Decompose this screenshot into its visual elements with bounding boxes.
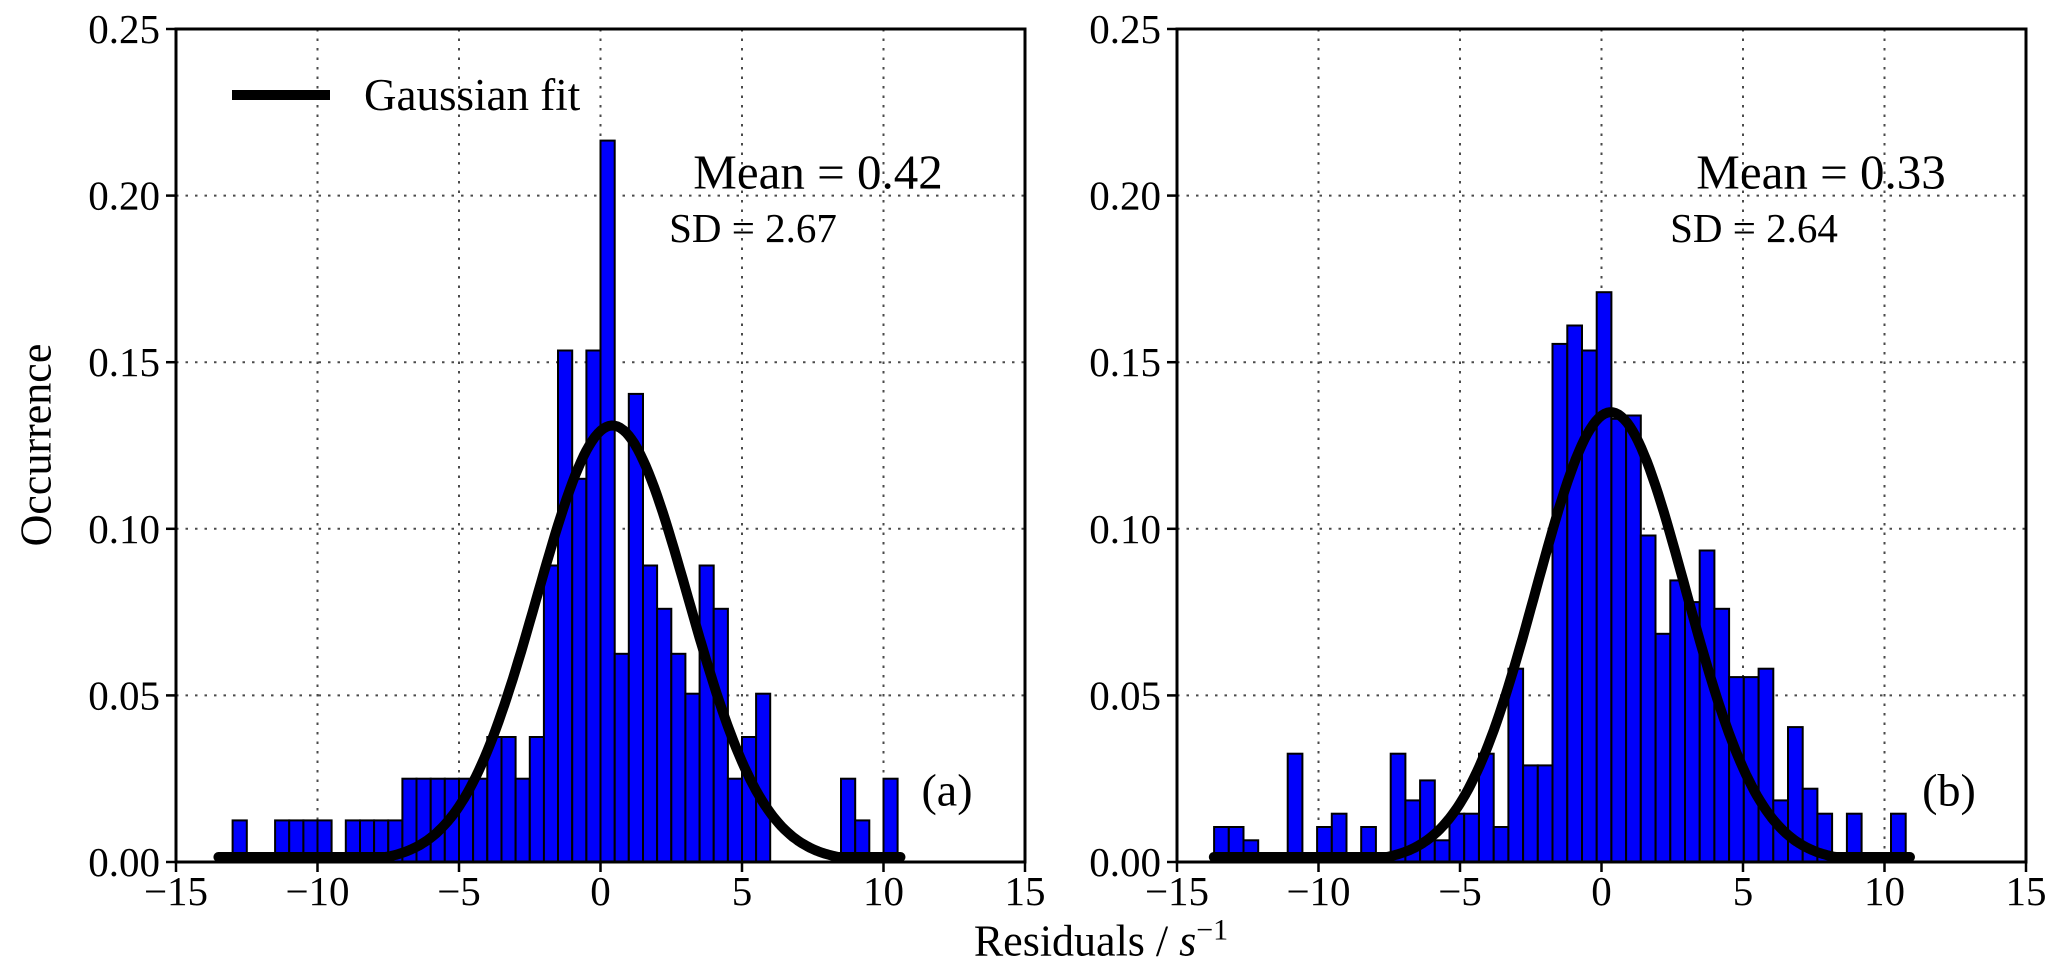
x-tick-label: −5 — [437, 868, 481, 914]
histogram-bar — [528, 736, 545, 863]
histogram-bar — [472, 777, 489, 864]
x-tick-label: 15 — [2006, 868, 2047, 914]
histogram-bar — [514, 777, 531, 864]
x-tick-label: 5 — [732, 868, 753, 914]
histogram-bar — [1566, 324, 1584, 863]
histogram-bar — [684, 692, 701, 864]
y-tick-label: 0.25 — [88, 6, 160, 52]
x-tick-label: −15 — [1145, 868, 1209, 914]
histogram-bar — [1654, 632, 1672, 863]
y-axis-label: Occurrence — [11, 343, 61, 547]
x-axis-label-unit: s — [1179, 916, 1197, 966]
y-tick-label: 0.15 — [88, 339, 160, 385]
histogram-bar — [557, 349, 574, 863]
panel-b-letter: (b) — [1922, 764, 1976, 816]
y-tick-label: 0.05 — [1089, 672, 1161, 718]
legend: Gaussian fit — [232, 69, 580, 121]
histogram-bar — [1595, 291, 1613, 863]
y-tick-label: 0.05 — [88, 672, 160, 718]
x-axis-label-exponent: −1 — [1196, 913, 1229, 947]
histogram-bar — [670, 652, 687, 864]
histogram-bar — [656, 607, 673, 863]
legend-label: Gaussian fit — [364, 70, 581, 120]
x-tick-label: −5 — [1438, 868, 1482, 914]
y-tick-label: 0.00 — [1089, 839, 1161, 885]
x-tick-label: 0 — [1591, 868, 1612, 914]
histogram-bar — [755, 692, 772, 864]
x-tick-label: 10 — [863, 868, 904, 914]
histogram-bar — [1669, 579, 1687, 864]
panel-a-letter: (a) — [921, 764, 973, 816]
histogram-bar — [1551, 342, 1569, 863]
histogram-bar — [1492, 826, 1510, 863]
panel-b-mean-annotation: Mean = 0.33 — [1696, 144, 1946, 200]
y-tick-label: 0.10 — [1089, 506, 1161, 552]
gaussian-fit-curve — [1208, 407, 1915, 862]
histogram-bar — [1536, 764, 1554, 864]
x-axis-label: Residuals / s−1 — [974, 914, 1228, 967]
histogram-bar — [1522, 764, 1539, 864]
y-tick-label: 0.10 — [88, 506, 160, 552]
histogram-bar — [571, 477, 588, 863]
x-tick-label: 15 — [1005, 868, 1046, 914]
histogram-bar — [698, 564, 715, 863]
x-tick-label: 0 — [590, 868, 611, 914]
histogram-bar — [1757, 667, 1775, 864]
histogram-bar — [599, 139, 616, 864]
panel-a-mean-annotation: Mean = 0.42 — [693, 144, 943, 200]
histogram-bar — [1639, 534, 1657, 863]
panel-b: −15 −10 −5 0 5 10 15 0.00 0.05 0.10 0.15 0.20 0.25 — [1089, 6, 2046, 914]
x-tick-label: −10 — [1286, 868, 1350, 914]
panel-b-sd-annotation: SD = 2.64 — [1670, 205, 1838, 251]
histogram-bar — [1286, 752, 1304, 864]
gaussian-fit-curve — [213, 420, 906, 862]
x-tick-label: 10 — [1864, 868, 1905, 914]
histogram-bar — [840, 777, 857, 864]
histogram-bar — [542, 564, 560, 863]
histogram-bar — [1463, 812, 1480, 864]
y-tick-label: 0.20 — [1089, 173, 1161, 219]
histogram-bar — [613, 652, 630, 864]
y-tick-label: 0.25 — [1089, 6, 1161, 52]
histogram-bar — [726, 777, 744, 864]
histogram-bar — [642, 564, 659, 863]
histogram-bar — [1389, 752, 1407, 864]
x-tick-label: −15 — [144, 868, 208, 914]
histogram-bar — [1625, 414, 1642, 863]
y-tick-label: 0.20 — [88, 173, 160, 219]
histogram-bar — [1433, 839, 1451, 863]
legend-line-sample — [232, 90, 330, 100]
x-tick-label: 5 — [1733, 868, 1754, 914]
y-tick-label: 0.00 — [88, 839, 160, 885]
y-tick-label: 0.15 — [1089, 339, 1161, 385]
x-axis-label-prefix: Residuals / — [973, 916, 1169, 966]
panel-a-sd-annotation: SD = 2.67 — [669, 205, 837, 251]
panel-a: −15 −10 −5 0 5 10 15 0.00 0.05 0.10 0.15 0.20 0.25 — [88, 6, 1045, 914]
histogram-bar — [1507, 667, 1525, 864]
histogram-bar — [500, 736, 517, 863]
histogram-bar — [1610, 417, 1628, 863]
histogram-bar — [882, 777, 899, 864]
histogram-bar — [1698, 549, 1716, 863]
histogram-bar — [712, 607, 729, 863]
x-tick-label: −10 — [285, 868, 349, 914]
histogram-bar — [1419, 779, 1436, 864]
